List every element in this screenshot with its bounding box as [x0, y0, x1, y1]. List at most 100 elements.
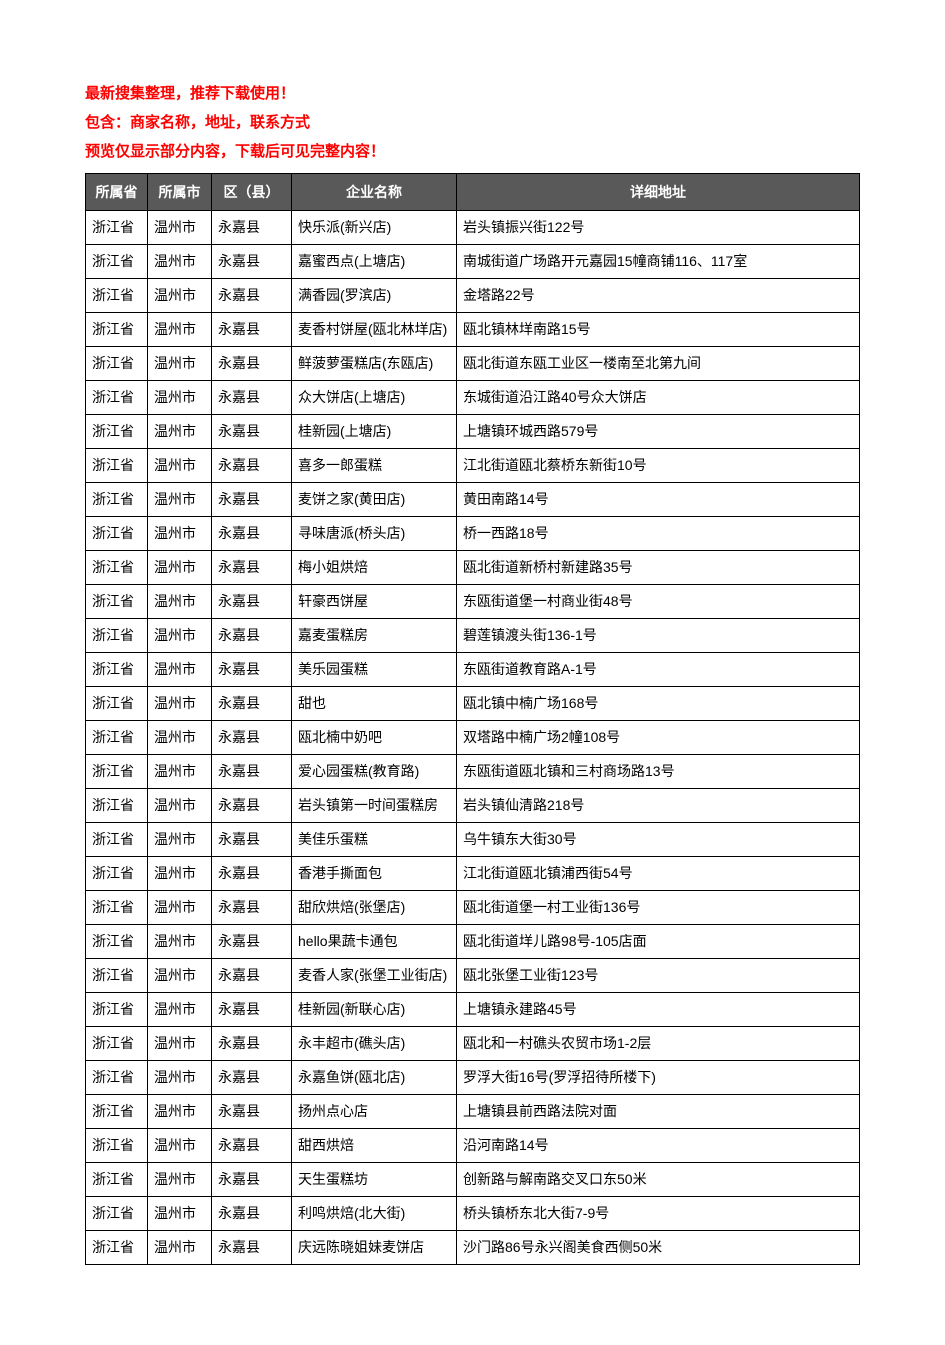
table-row: 浙江省温州市永嘉县麦香村饼屋(瓯北林垟店)瓯北镇林垟南路15号 — [86, 313, 860, 347]
cell-city: 温州市 — [148, 959, 212, 993]
cell-company: 梅小姐烘焙 — [292, 551, 457, 585]
cell-address: 上塘镇永建路45号 — [457, 993, 860, 1027]
cell-province: 浙江省 — [86, 857, 148, 891]
cell-county: 永嘉县 — [212, 993, 292, 1027]
cell-company: 桂新园(上塘店) — [292, 415, 457, 449]
table-row: 浙江省温州市永嘉县麦饼之家(黄田店)黄田南路14号 — [86, 483, 860, 517]
cell-city: 温州市 — [148, 585, 212, 619]
cell-county: 永嘉县 — [212, 857, 292, 891]
cell-province: 浙江省 — [86, 517, 148, 551]
cell-province: 浙江省 — [86, 755, 148, 789]
cell-province: 浙江省 — [86, 449, 148, 483]
cell-province: 浙江省 — [86, 653, 148, 687]
cell-province: 浙江省 — [86, 313, 148, 347]
table-row: 浙江省温州市永嘉县快乐派(新兴店)岩头镇振兴街122号 — [86, 211, 860, 245]
cell-address: 南城街道广场路开元嘉园15幢商铺116、117室 — [457, 245, 860, 279]
cell-county: 永嘉县 — [212, 551, 292, 585]
cell-province: 浙江省 — [86, 1095, 148, 1129]
cell-address: 上塘镇县前西路法院对面 — [457, 1095, 860, 1129]
cell-province: 浙江省 — [86, 721, 148, 755]
cell-county: 永嘉县 — [212, 1129, 292, 1163]
table-row: 浙江省温州市永嘉县众大饼店(上塘店)东城街道沿江路40号众大饼店 — [86, 381, 860, 415]
cell-company: 喜多一郎蛋糕 — [292, 449, 457, 483]
cell-province: 浙江省 — [86, 891, 148, 925]
table-row: 浙江省温州市永嘉县香港手撕面包江北街道瓯北镇浦西街54号 — [86, 857, 860, 891]
cell-city: 温州市 — [148, 789, 212, 823]
cell-city: 温州市 — [148, 449, 212, 483]
cell-company: 天生蛋糕坊 — [292, 1163, 457, 1197]
cell-company: 桂新园(新联心店) — [292, 993, 457, 1027]
cell-county: 永嘉县 — [212, 891, 292, 925]
cell-city: 温州市 — [148, 517, 212, 551]
cell-province: 浙江省 — [86, 245, 148, 279]
cell-province: 浙江省 — [86, 823, 148, 857]
cell-company: 快乐派(新兴店) — [292, 211, 457, 245]
cell-province: 浙江省 — [86, 347, 148, 381]
cell-address: 瓯北街道垟儿路98号-105店面 — [457, 925, 860, 959]
cell-address: 江北街道瓯北蔡桥东新街10号 — [457, 449, 860, 483]
cell-company: 岩头镇第一时间蛋糕房 — [292, 789, 457, 823]
cell-city: 温州市 — [148, 721, 212, 755]
cell-address: 沿河南路14号 — [457, 1129, 860, 1163]
cell-address: 上塘镇环城西路579号 — [457, 415, 860, 449]
cell-company: 麦香村饼屋(瓯北林垟店) — [292, 313, 457, 347]
table-row: 浙江省温州市永嘉县hello果蔬卡通包瓯北街道垟儿路98号-105店面 — [86, 925, 860, 959]
cell-address: 桥头镇桥东北大街7-9号 — [457, 1197, 860, 1231]
cell-company: 众大饼店(上塘店) — [292, 381, 457, 415]
notice-line-1: 最新搜集整理，推荐下载使用！ — [85, 80, 860, 107]
cell-address: 岩头镇振兴街122号 — [457, 211, 860, 245]
cell-county: 永嘉县 — [212, 653, 292, 687]
cell-county: 永嘉县 — [212, 687, 292, 721]
cell-county: 永嘉县 — [212, 1027, 292, 1061]
cell-county: 永嘉县 — [212, 279, 292, 313]
cell-province: 浙江省 — [86, 585, 148, 619]
cell-city: 温州市 — [148, 1129, 212, 1163]
cell-address: 瓯北镇中楠广场168号 — [457, 687, 860, 721]
cell-province: 浙江省 — [86, 415, 148, 449]
cell-city: 温州市 — [148, 619, 212, 653]
table-row: 浙江省温州市永嘉县瓯北楠中奶吧双塔路中楠广场2幢108号 — [86, 721, 860, 755]
cell-city: 温州市 — [148, 381, 212, 415]
cell-company: 美乐园蛋糕 — [292, 653, 457, 687]
cell-company: 满香园(罗滨店) — [292, 279, 457, 313]
cell-county: 永嘉县 — [212, 823, 292, 857]
cell-city: 温州市 — [148, 551, 212, 585]
cell-province: 浙江省 — [86, 483, 148, 517]
cell-city: 温州市 — [148, 891, 212, 925]
cell-province: 浙江省 — [86, 551, 148, 585]
cell-address: 金塔路22号 — [457, 279, 860, 313]
cell-company: 轩豪西饼屋 — [292, 585, 457, 619]
cell-county: 永嘉县 — [212, 245, 292, 279]
cell-company: 永嘉鱼饼(瓯北店) — [292, 1061, 457, 1095]
cell-address: 瓯北张堡工业街123号 — [457, 959, 860, 993]
cell-address: 东瓯街道堡一村商业街48号 — [457, 585, 860, 619]
cell-company: 甜也 — [292, 687, 457, 721]
cell-address: 碧莲镇渡头街136-1号 — [457, 619, 860, 653]
business-table: 所属省 所属市 区（县） 企业名称 详细地址 浙江省温州市永嘉县快乐派(新兴店)… — [85, 173, 860, 1265]
header-province: 所属省 — [86, 174, 148, 211]
cell-county: 永嘉县 — [212, 619, 292, 653]
cell-city: 温州市 — [148, 1027, 212, 1061]
cell-address: 瓯北和一村礁头农贸市场1-2层 — [457, 1027, 860, 1061]
header-county: 区（县） — [212, 174, 292, 211]
cell-province: 浙江省 — [86, 925, 148, 959]
notice-line-2: 包含：商家名称，地址，联系方式 — [85, 109, 860, 136]
header-city: 所属市 — [148, 174, 212, 211]
cell-county: 永嘉县 — [212, 211, 292, 245]
cell-province: 浙江省 — [86, 1027, 148, 1061]
cell-address: 瓯北街道东瓯工业区一楼南至北第九间 — [457, 347, 860, 381]
table-row: 浙江省温州市永嘉县美佳乐蛋糕乌牛镇东大街30号 — [86, 823, 860, 857]
table-row: 浙江省温州市永嘉县甜西烘焙沿河南路14号 — [86, 1129, 860, 1163]
cell-company: 利鸣烘焙(北大街) — [292, 1197, 457, 1231]
cell-company: 永丰超市(礁头店) — [292, 1027, 457, 1061]
cell-company: 甜西烘焙 — [292, 1129, 457, 1163]
cell-county: 永嘉县 — [212, 585, 292, 619]
table-row: 浙江省温州市永嘉县甜欣烘焙(张堡店)瓯北街道堡一村工业街136号 — [86, 891, 860, 925]
cell-city: 温州市 — [148, 1061, 212, 1095]
cell-province: 浙江省 — [86, 211, 148, 245]
cell-province: 浙江省 — [86, 959, 148, 993]
cell-county: 永嘉县 — [212, 1163, 292, 1197]
cell-company: 瓯北楠中奶吧 — [292, 721, 457, 755]
cell-city: 温州市 — [148, 279, 212, 313]
cell-address: 黄田南路14号 — [457, 483, 860, 517]
